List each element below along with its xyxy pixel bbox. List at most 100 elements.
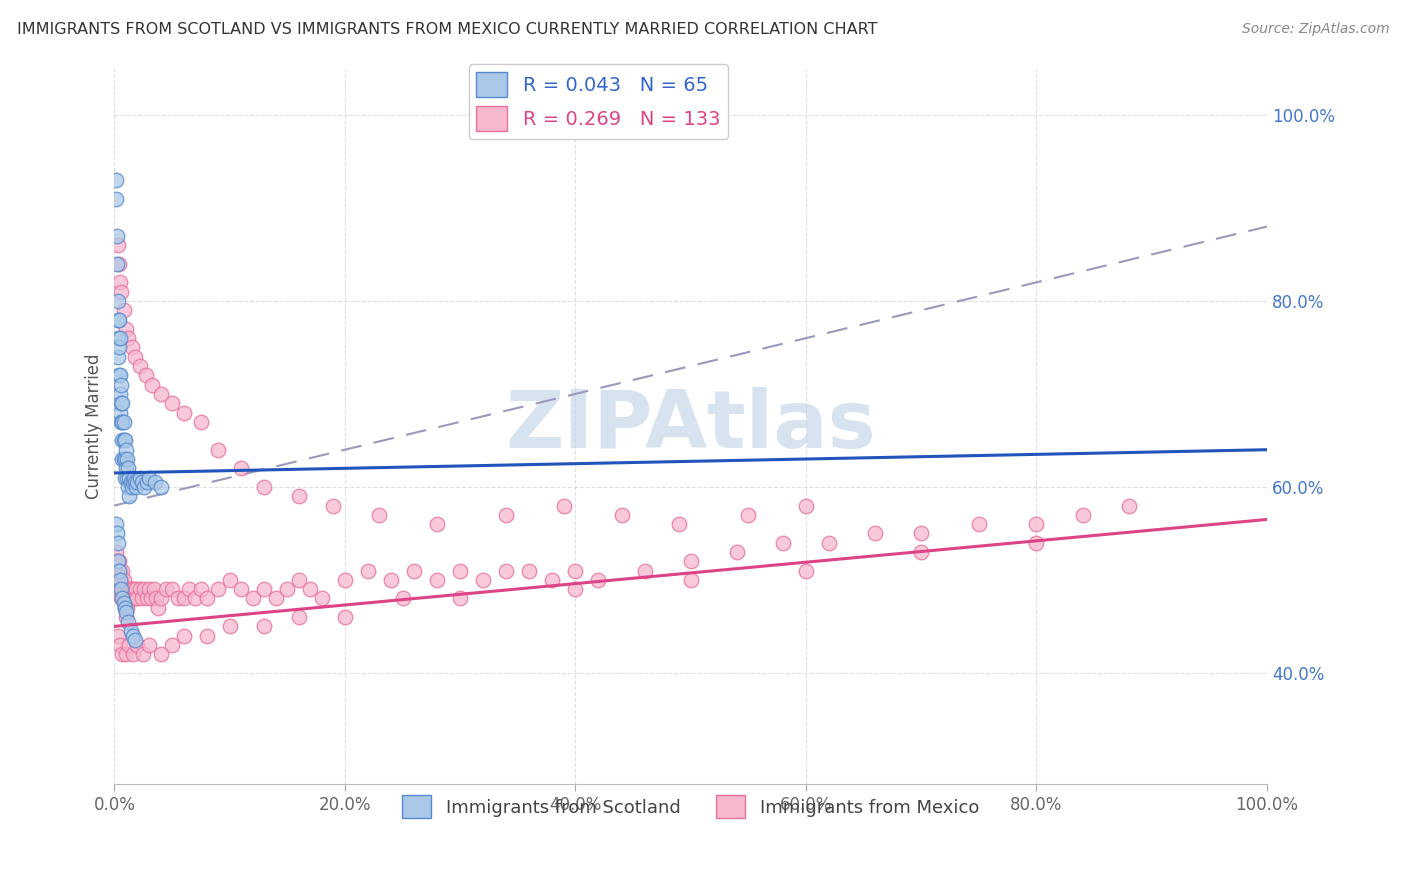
- Point: [115, 452, 138, 467]
- Point: [155, 582, 177, 597]
- Point: [111, 564, 134, 578]
- Point: [553, 499, 575, 513]
- Legend: Immigrants from Scotland, Immigrants from Mexico: Immigrants from Scotland, Immigrants fro…: [395, 788, 987, 825]
- Point: [149, 480, 172, 494]
- Point: [108, 276, 131, 290]
- Point: [121, 341, 143, 355]
- Point: [107, 238, 129, 252]
- Point: [184, 591, 207, 606]
- Point: [108, 257, 131, 271]
- Point: [134, 582, 156, 597]
- Point: [449, 564, 471, 578]
- Text: Source: ZipAtlas.com: Source: ZipAtlas.com: [1241, 22, 1389, 37]
- Point: [135, 475, 157, 490]
- Point: [134, 480, 156, 494]
- Point: [115, 582, 138, 597]
- Point: [121, 480, 143, 494]
- Point: [1071, 508, 1094, 522]
- Point: [124, 591, 146, 606]
- Point: [114, 582, 136, 597]
- Point: [117, 615, 139, 629]
- Point: [149, 647, 172, 661]
- Point: [173, 629, 195, 643]
- Point: [105, 257, 128, 271]
- Point: [231, 461, 253, 475]
- Point: [105, 228, 128, 243]
- Point: [112, 596, 135, 610]
- Point: [107, 331, 129, 345]
- Point: [564, 582, 586, 597]
- Point: [127, 591, 149, 606]
- Point: [112, 591, 135, 606]
- Point: [111, 434, 134, 448]
- Point: [114, 600, 136, 615]
- Point: [264, 591, 287, 606]
- Point: [110, 396, 132, 410]
- Point: [231, 582, 253, 597]
- Point: [117, 331, 139, 345]
- Point: [190, 415, 212, 429]
- Point: [112, 573, 135, 587]
- Point: [124, 350, 146, 364]
- Point: [115, 606, 138, 620]
- Point: [725, 545, 748, 559]
- Point: [368, 508, 391, 522]
- Point: [105, 554, 128, 568]
- Point: [107, 582, 129, 597]
- Point: [276, 582, 298, 597]
- Point: [118, 638, 141, 652]
- Point: [105, 526, 128, 541]
- Point: [115, 470, 138, 484]
- Point: [426, 573, 449, 587]
- Point: [135, 591, 157, 606]
- Point: [333, 573, 356, 587]
- Point: [1025, 535, 1047, 549]
- Point: [173, 591, 195, 606]
- Y-axis label: Currently Married: Currently Married: [86, 354, 103, 500]
- Point: [495, 508, 517, 522]
- Point: [145, 591, 167, 606]
- Point: [111, 415, 134, 429]
- Point: [141, 377, 163, 392]
- Point: [108, 573, 131, 587]
- Point: [322, 499, 344, 513]
- Point: [207, 442, 229, 457]
- Point: [142, 582, 165, 597]
- Point: [288, 610, 311, 624]
- Text: IMMIGRANTS FROM SCOTLAND VS IMMIGRANTS FROM MEXICO CURRENTLY MARRIED CORRELATION: IMMIGRANTS FROM SCOTLAND VS IMMIGRANTS F…: [17, 22, 877, 37]
- Point: [863, 526, 886, 541]
- Point: [110, 415, 132, 429]
- Point: [115, 442, 138, 457]
- Point: [104, 173, 127, 187]
- Point: [131, 591, 153, 606]
- Point: [111, 591, 134, 606]
- Point: [242, 591, 264, 606]
- Point: [380, 573, 402, 587]
- Point: [108, 387, 131, 401]
- Point: [115, 647, 138, 661]
- Point: [121, 591, 143, 606]
- Point: [107, 293, 129, 308]
- Point: [121, 475, 143, 490]
- Point: [108, 582, 131, 597]
- Point: [288, 489, 311, 503]
- Point: [112, 452, 135, 467]
- Point: [108, 312, 131, 326]
- Point: [118, 489, 141, 503]
- Point: [333, 610, 356, 624]
- Point: [311, 591, 333, 606]
- Point: [588, 573, 610, 587]
- Point: [253, 582, 276, 597]
- Point: [125, 480, 148, 494]
- Point: [794, 499, 817, 513]
- Point: [357, 564, 380, 578]
- Point: [253, 619, 276, 633]
- Point: [121, 582, 143, 597]
- Point: [610, 508, 633, 522]
- Point: [108, 554, 131, 568]
- Point: [112, 303, 135, 318]
- Point: [195, 629, 218, 643]
- Point: [114, 434, 136, 448]
- Point: [117, 461, 139, 475]
- Point: [107, 554, 129, 568]
